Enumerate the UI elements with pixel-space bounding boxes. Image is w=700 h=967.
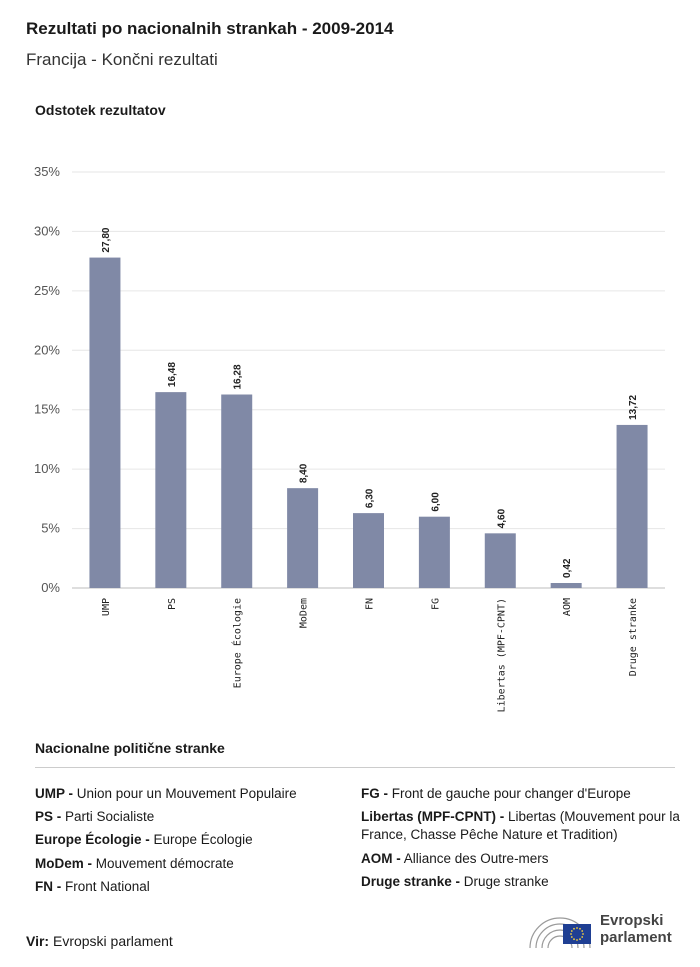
bar bbox=[287, 488, 319, 588]
star-icon bbox=[570, 936, 573, 938]
legend-abbreviation: PS - bbox=[35, 809, 62, 825]
legend-divider bbox=[35, 767, 675, 768]
chart-title: Rezultati po nacionalnih strankah - 2009… bbox=[26, 19, 394, 38]
data-label: 6,00 bbox=[430, 492, 441, 512]
source-label: Vir: bbox=[26, 933, 50, 949]
data-label: 0,42 bbox=[562, 558, 573, 578]
legend-full-name: Front de gauche pour changer d'Europe bbox=[388, 786, 631, 801]
legend-abbreviation: Europe Écologie - bbox=[35, 832, 150, 848]
y-tick-label: 0% bbox=[41, 580, 60, 595]
legend-right-column: FG - Front de gauche pour changer d'Euro… bbox=[361, 785, 681, 896]
data-label: 4,60 bbox=[496, 508, 507, 528]
y-tick-label: 15% bbox=[34, 402, 60, 417]
star-icon bbox=[581, 930, 584, 932]
legend-full-name: Mouvement démocrate bbox=[92, 855, 234, 871]
legend-abbreviation: AOM - bbox=[361, 850, 401, 866]
legend-full-name: Libertas (Mouvement pour la France, Chas… bbox=[361, 809, 680, 843]
legend-full-name: Front National bbox=[61, 878, 150, 894]
star-icon bbox=[576, 939, 578, 941]
legend-item: MoDem - Mouvement démocrate bbox=[35, 855, 345, 873]
star-icon bbox=[582, 933, 584, 935]
logo-text: Evropski parlament bbox=[600, 912, 672, 946]
x-tick-label: FG bbox=[430, 598, 441, 610]
legend-item: FN - Front National bbox=[35, 878, 345, 896]
legend-full-name: Parti Socialiste bbox=[61, 809, 155, 825]
source-note: Vir: Evropski parlament bbox=[26, 933, 173, 949]
logo-line-1: Evropski bbox=[600, 912, 664, 929]
legend-item: FG - Front de gauche pour changer d'Euro… bbox=[361, 785, 681, 803]
legend-item: PS - Parti Socialiste bbox=[35, 808, 345, 826]
bar bbox=[155, 392, 187, 588]
bar bbox=[89, 257, 121, 588]
legend-item: Libertas (MPF-CPNT) - Libertas (Mouvemen… bbox=[361, 808, 681, 844]
star-icon bbox=[579, 927, 581, 930]
bar bbox=[353, 513, 384, 588]
x-tick-label: Libertas (MPF-CPNT) bbox=[496, 598, 507, 712]
bar bbox=[550, 583, 582, 588]
x-tick-label: PS bbox=[167, 598, 178, 610]
y-tick-label: 10% bbox=[34, 461, 60, 476]
star-icon bbox=[579, 938, 581, 941]
y-tick-label: 5% bbox=[41, 521, 60, 536]
data-label: 16,28 bbox=[233, 364, 244, 389]
legend-abbreviation: UMP - bbox=[35, 786, 74, 801]
y-tick-label: 20% bbox=[34, 342, 60, 357]
legend-item: AOM - Alliance des Outre-mers bbox=[361, 850, 681, 868]
legend-full-name: Druge stranke bbox=[460, 873, 549, 889]
x-tick-label: MoDem bbox=[299, 598, 310, 628]
star-icon bbox=[570, 930, 573, 932]
bar bbox=[418, 516, 450, 588]
legend-abbreviation: FN - bbox=[35, 878, 62, 894]
data-label: 13,72 bbox=[628, 394, 639, 419]
data-label: 8,40 bbox=[299, 463, 310, 483]
source-value: Evropski parlament bbox=[52, 933, 173, 949]
legend-left-column: UMP - Union pour un Mouvement Populaire P… bbox=[35, 785, 345, 901]
legend-full-name: Alliance des Outre-mers bbox=[400, 850, 549, 866]
eu-stars-icon bbox=[570, 927, 584, 941]
y-axis-label: Odstotek rezultatov bbox=[35, 102, 166, 118]
data-label: 16,48 bbox=[167, 362, 178, 387]
legend-abbreviation: Libertas (MPF-CPNT) - bbox=[361, 809, 505, 825]
star-icon bbox=[573, 927, 575, 930]
legend-item: UMP - Union pour un Mouvement Populaire bbox=[35, 785, 345, 803]
data-label: 27,80 bbox=[101, 227, 112, 252]
legend-item: Europe Écologie - Europe Écologie bbox=[35, 831, 345, 849]
chart-subtitle: Francija - Končni rezultati bbox=[26, 50, 218, 69]
x-tick-label: Druge stranke bbox=[628, 598, 639, 676]
x-tick-label: Europe Écologie bbox=[231, 598, 244, 688]
y-tick-label: 25% bbox=[34, 283, 60, 298]
eu-flag-icon bbox=[563, 924, 591, 944]
legend-abbreviation: FG - bbox=[361, 786, 388, 801]
bar bbox=[221, 394, 253, 588]
legend-abbreviation: Druge stranke - bbox=[361, 873, 461, 889]
legend-title: Nacionalne politične stranke bbox=[35, 740, 225, 756]
bar bbox=[616, 424, 648, 588]
star-icon bbox=[576, 927, 578, 929]
y-tick-label: 35% bbox=[34, 164, 60, 179]
star-icon bbox=[573, 938, 575, 941]
bar-chart: 0% 5% 10% 15% 20% 25% 30% 35% 27,80 UMP 16,48 PS 16,… bbox=[34, 164, 665, 712]
x-tick-label: FN bbox=[365, 598, 376, 610]
legend-item: Druge stranke - Druge stranke bbox=[361, 873, 681, 891]
x-tick-label: UMP bbox=[101, 598, 112, 616]
legend-full-name: Union pour un Mouvement Populaire bbox=[73, 786, 297, 801]
logo-line-2: parlament bbox=[600, 928, 672, 946]
star-icon bbox=[581, 936, 584, 938]
european-parliament-logo bbox=[529, 917, 591, 949]
star-icon bbox=[570, 933, 572, 935]
y-tick-label: 30% bbox=[34, 223, 60, 238]
legend-full-name: Europe Écologie bbox=[149, 832, 253, 848]
bar bbox=[484, 533, 516, 588]
legend-abbreviation: MoDem - bbox=[35, 855, 92, 871]
data-label: 6,30 bbox=[365, 488, 376, 508]
x-tick-label: AOM bbox=[562, 598, 573, 616]
